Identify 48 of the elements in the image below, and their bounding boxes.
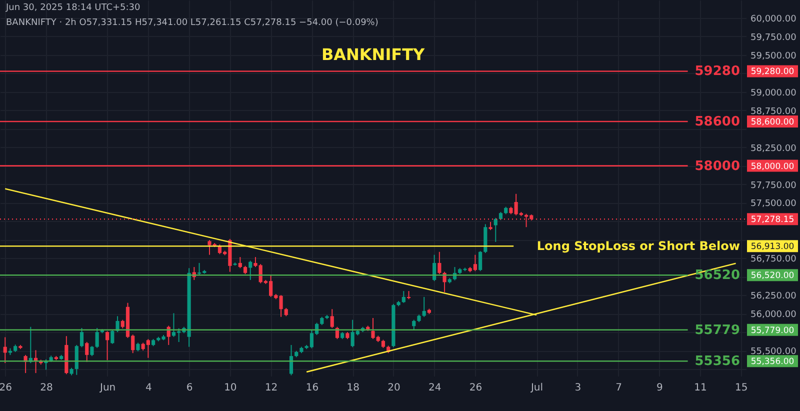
- ref-line-label: 58600: [694, 114, 740, 130]
- x-tick-label: 15: [735, 382, 748, 394]
- y-tick-label: 60,000.00: [750, 14, 797, 25]
- text: 56,913.00: [750, 242, 794, 252]
- text: 55,779.00: [750, 326, 794, 336]
- annotation: Jun 30, 2025 18:14 UTC+5:30: [5, 3, 141, 13]
- y-tick-label: 59,500.00: [750, 51, 797, 62]
- y-tick-label: 57,500.00: [750, 199, 797, 210]
- x-tick-label: 28: [40, 382, 53, 394]
- text: 59,280.00: [750, 67, 794, 78]
- x-tick-label: 24: [428, 382, 442, 394]
- x-tick-label: 16: [306, 382, 319, 394]
- text: 58,600.00: [750, 117, 794, 128]
- x-tick-label: 26: [0, 382, 12, 394]
- text: 56,520.00: [750, 271, 794, 282]
- x-tick-label: 11: [694, 382, 707, 394]
- text: 55,356.00: [750, 357, 794, 368]
- y-tick-label: 55,500.00: [750, 347, 797, 358]
- x-tick-label: 4: [145, 382, 152, 394]
- y-tick-label: 58,750.00: [750, 106, 797, 117]
- y-tick-label: 57,750.00: [750, 180, 797, 191]
- x-tick-label: 3: [574, 382, 582, 394]
- ref-line-label: Long StopLoss or Short Below: [536, 239, 740, 254]
- x-tick-label: 6: [186, 382, 193, 394]
- ref-line-label: 55779: [694, 322, 740, 338]
- ref-line-label: 56520: [694, 268, 740, 284]
- text: BANKNIFTY: [321, 45, 425, 64]
- x-tick-label: 20: [388, 382, 400, 394]
- text: 58,000.00: [750, 162, 794, 172]
- text: 57,278.15: [750, 215, 794, 226]
- x-tick-label: 7: [616, 382, 622, 394]
- x-tick-label: 12: [264, 382, 278, 394]
- x-tick-label: 18: [346, 382, 360, 394]
- x-tick-label: 26: [469, 382, 482, 394]
- y-tick-label: 56,250.00: [750, 292, 797, 302]
- y-tick-label: 56,000.00: [750, 310, 797, 320]
- x-tick-label: Jun: [98, 382, 116, 394]
- text: BANKNIFTY · 2h O57,331.15 H57,341.00 L57,261.15 C57,278.15 −54.00 (−0.09%): [6, 18, 378, 28]
- y-tick-label: 56,750.00: [750, 254, 797, 265]
- ref-line-label: 59280: [694, 64, 740, 80]
- y-tick-label: 59,750.00: [750, 33, 797, 43]
- x-tick-label: 10: [224, 382, 237, 394]
- y-tick-label: 58,250.00: [750, 144, 797, 154]
- ref-line-label: 55356: [694, 354, 740, 370]
- ref-line-label: 58000: [694, 158, 740, 174]
- x-tick-label: Jul: [530, 382, 544, 394]
- x-tick-label: 9: [656, 382, 663, 394]
- y-tick-label: 59,000.00: [750, 88, 797, 98]
